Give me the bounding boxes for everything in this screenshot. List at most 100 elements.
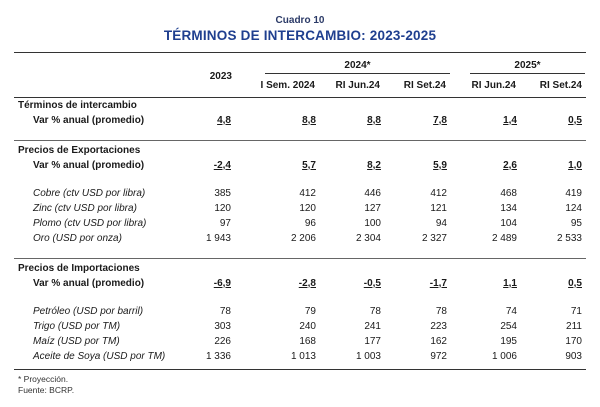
table-row: Trigo (USD por TM) 303 240 241 223 254 211: [0, 321, 600, 335]
table-row-value: 2 327: [421, 233, 447, 244]
group-rule-2025: [470, 73, 585, 74]
table-row-value: 78: [219, 306, 231, 317]
table-row-value: 303: [214, 321, 231, 332]
table-row-value: 104: [500, 218, 517, 229]
table-row-value: 177: [364, 336, 381, 347]
table-row-value: 2 206: [290, 233, 316, 244]
footnote-fuente: Fuente: BCRP.: [18, 385, 75, 395]
cuadro-label: Cuadro 10: [275, 15, 325, 26]
summary-row-value: 5,7: [302, 160, 316, 171]
table-row-label: Trigo (USD por TM): [33, 321, 121, 332]
table-row-label: Zinc (ctv USD por libra): [33, 203, 137, 214]
summary-row-label: Var % anual (promedio): [33, 115, 145, 126]
section-divider: [14, 140, 586, 141]
table-row: Maíz (USD por TM) 226 168 177 162 195 170: [0, 336, 600, 350]
summary-row-value: -6,9: [213, 278, 231, 289]
table-row-value: 412: [430, 188, 447, 199]
summary-row-value: 0,5: [568, 278, 582, 289]
table-row-value: 1 003: [355, 351, 381, 362]
table-row-value: 385: [214, 188, 231, 199]
table-row-value: 1 943: [205, 233, 231, 244]
column-header-2023: 2023: [209, 71, 232, 82]
summary-row-value: 1,1: [503, 278, 517, 289]
table-row-value: 1 013: [290, 351, 316, 362]
table-row-value: 95: [570, 218, 582, 229]
table-row-value: 79: [304, 306, 316, 317]
summary-row-value: -2,4: [213, 160, 231, 171]
table-row-label: Plomo (ctv USD por libra): [33, 218, 147, 229]
table-row-value: 168: [299, 336, 316, 347]
table-row-value: 124: [565, 203, 582, 214]
table-row-value: 78: [369, 306, 381, 317]
column-header-ri-set24-2025: RI Set.24: [539, 80, 582, 91]
table-row-value: 1 006: [491, 351, 517, 362]
table-row-value: 446: [364, 188, 381, 199]
bottom-rule: [14, 369, 586, 370]
summary-row-label: Var % anual (promedio): [33, 160, 145, 171]
table-row-value: 195: [500, 336, 517, 347]
section-title-label: Términos de intercambio: [18, 100, 137, 111]
section-title-label: Precios de Importaciones: [18, 263, 140, 274]
table-row-label: Cobre (ctv USD por libra): [33, 188, 146, 199]
column-header-i-sem-2024: I Sem. 2024: [260, 80, 315, 91]
table-row-value: 120: [299, 203, 316, 214]
table-title: TÉRMINOS DE INTERCAMBIO: 2023-2025: [163, 28, 437, 43]
summary-row-value: 1,0: [568, 160, 582, 171]
table-row-value: 468: [500, 188, 517, 199]
table-row-value: 97: [219, 218, 231, 229]
summary-row-label: Var % anual (promedio): [33, 278, 145, 289]
table-row: Aceite de Soya (USD por TM) 1 336 1 013 1 0…: [0, 351, 600, 365]
summary-row-value: 8,8: [302, 115, 316, 126]
summary-row-value: 5,9: [433, 160, 447, 171]
table-row-value: 2 489: [491, 233, 517, 244]
table-row-value: 162: [430, 336, 447, 347]
group-header-2024: 2024*: [344, 60, 371, 71]
summary-row: Var % anual (promedio) -2,4 5,7 8,2 5,9 2,6 1,…: [0, 160, 600, 174]
table-row-value: 170: [565, 336, 582, 347]
group-rule-2024: [265, 73, 450, 74]
table-row-value: 419: [565, 188, 582, 199]
table-row-value: 78: [435, 306, 447, 317]
summary-row-value: 2,6: [503, 160, 517, 171]
table-row-value: 240: [299, 321, 316, 332]
table-row-value: 211: [566, 321, 582, 332]
summary-row-value: 8,8: [367, 115, 381, 126]
summary-row: Var % anual (promedio) -6,9 -2,8 -0,5 -1,7 1,…: [0, 278, 600, 292]
table-row: Cobre (ctv USD por libra) 385 412 446 412 468…: [0, 188, 600, 202]
table-row: Zinc (ctv USD por libra) 120 120 127 121 134 1…: [0, 203, 600, 217]
table-row-value: 134: [500, 203, 517, 214]
summary-row-value: -2,8: [298, 278, 316, 289]
section-divider: [14, 258, 586, 259]
summary-row-value: 4,8: [217, 115, 231, 126]
summary-row-value: -1,7: [429, 278, 447, 289]
table-row-value: 254: [500, 321, 517, 332]
table-row: Plomo (ctv USD por libra) 97 96 100 94 104 95: [0, 218, 600, 232]
header-rule: [14, 97, 586, 98]
table-row-value: 127: [364, 203, 381, 214]
summary-row: Var % anual (promedio) 4,8 8,8 8,8 7,8 1,4 0,5: [0, 115, 600, 129]
table-row-value: 94: [435, 218, 447, 229]
table-row-label: Aceite de Soya (USD por TM): [33, 351, 166, 362]
footnote-proyeccion: * Proyección.: [18, 374, 69, 384]
table-row-value: 972: [430, 351, 447, 362]
table-row: Oro (USD por onza) 1 943 2 206 2 304 2 327 2 …: [0, 233, 600, 247]
table-row-value: 412: [299, 188, 316, 199]
table-row-value: 223: [430, 321, 447, 332]
table-row-value: 74: [505, 306, 517, 317]
table-row-value: 120: [214, 203, 231, 214]
column-header-ri-set24-2024: RI Set.24: [403, 80, 446, 91]
table-row-value: 96: [304, 218, 316, 229]
table-row-value: 121: [430, 203, 447, 214]
table-row-value: 2 304: [355, 233, 381, 244]
summary-row-value: 7,8: [433, 115, 447, 126]
table-row-value: 2 533: [556, 233, 582, 244]
section-title: Precios de Importaciones: [0, 263, 600, 277]
group-header-2025: 2025*: [514, 60, 541, 71]
table-row-label: Maíz (USD por TM): [33, 336, 120, 347]
table-row-label: Petróleo (USD por barril): [33, 306, 144, 317]
summary-row-value: 1,4: [503, 115, 517, 126]
table-row-value: 241: [364, 321, 381, 332]
section-title-label: Precios de Exportaciones: [18, 145, 141, 156]
summary-row-value: 8,2: [367, 160, 381, 171]
section-title: Precios de Exportaciones: [0, 145, 600, 159]
